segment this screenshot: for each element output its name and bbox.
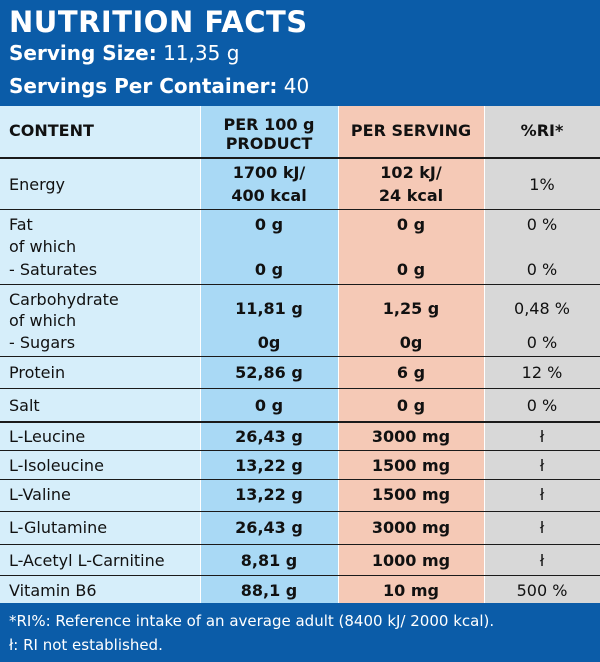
row-energy-serving-kcal: 24 kcal [378, 186, 444, 205]
footnote-not-established: ł: RI not established. [9, 636, 163, 654]
row-salt-ri: 0 % [526, 396, 558, 415]
row-b6-label: Vitamin B6 [9, 581, 97, 600]
row-b6-serving: 10 mg [383, 581, 439, 600]
divider [0, 284, 600, 285]
servings-per-container: Servings Per Container: 40 [9, 73, 309, 99]
row-glutamine-label: L-Glutamine [9, 518, 108, 537]
row-energy-ri: 1% [529, 175, 555, 194]
divider [200, 106, 201, 603]
nutrition-table: CONTENT PER 100 g PRODUCT PER SERVING %R… [0, 106, 600, 603]
per-serving-column-bg [338, 106, 484, 603]
row-leucine-ri: ł [539, 427, 545, 446]
column-header-per100-sub: PRODUCT [225, 134, 313, 153]
divider [0, 421, 600, 423]
row-energy-label: Energy [9, 175, 66, 194]
row-b6-per100: 88,1 g [240, 581, 298, 600]
row-energy-per100-kj: 1700 kJ/ [232, 163, 306, 182]
row-sugars-per100: 0g [257, 333, 281, 352]
row-glutamine-serving: 3000 mg [371, 518, 451, 537]
serving-size: Serving Size: 11,35 g [9, 40, 239, 66]
row-fat-per100: 0 g [254, 215, 284, 234]
row-valine-serving: 1500 mg [371, 485, 451, 504]
row-sugars-serving: 0g [399, 333, 423, 352]
row-protein-label: Protein [9, 363, 66, 382]
row-carnitine-per100: 8,81 g [240, 551, 298, 570]
row-isoleucine-label: L-Isoleucine [9, 456, 104, 475]
row-carnitine-ri: ł [539, 551, 545, 570]
divider [0, 209, 600, 210]
row-fat-serving: 0 g [396, 215, 426, 234]
row-carb-serving: 1,25 g [382, 299, 440, 318]
row-sugars-ri: 0 % [526, 333, 558, 352]
row-isoleucine-serving: 1500 mg [371, 456, 451, 475]
row-sugars-label: - Sugars [9, 333, 76, 352]
row-salt-label: Salt [9, 396, 40, 415]
row-isoleucine-per100: 13,22 g [235, 456, 303, 475]
row-protein-per100: 52,86 g [235, 363, 303, 382]
row-valine-label: L-Valine [9, 485, 71, 504]
servings-per-container-value: 40 [283, 74, 310, 98]
row-isoleucine-ri: ł [539, 456, 545, 475]
row-valine-ri: ł [539, 485, 545, 504]
row-carb-of-which: of which [9, 311, 77, 330]
row-glutamine-ri: ł [539, 518, 545, 537]
divider [484, 106, 485, 603]
row-leucine-per100: 26,43 g [235, 427, 303, 446]
divider [0, 388, 600, 389]
serving-size-label: Serving Size: [9, 41, 157, 65]
row-protein-serving: 6 g [396, 363, 426, 382]
row-energy-serving-kj: 102 kJ/ [380, 163, 442, 182]
divider [0, 479, 600, 480]
row-fat-ri: 0 % [526, 215, 558, 234]
row-carb-ri: 0,48 % [514, 299, 570, 318]
row-saturates-per100: 0 g [254, 260, 284, 279]
divider [0, 450, 600, 451]
column-header-per100: PER 100 g [223, 115, 315, 134]
row-carb-per100: 11,81 g [235, 299, 303, 318]
row-energy-per100-kcal: 400 kcal [231, 186, 307, 205]
row-b6-ri: 500 % [516, 581, 568, 600]
row-fat-label: Fat [9, 215, 33, 234]
row-salt-serving: 0 g [396, 396, 426, 415]
row-valine-per100: 13,22 g [235, 485, 303, 504]
row-saturates-label: - Saturates [9, 260, 98, 279]
servings-per-container-label: Servings Per Container: [9, 74, 278, 98]
divider [0, 356, 600, 357]
row-leucine-label: L-Leucine [9, 427, 86, 446]
row-protein-ri: 12 % [521, 363, 563, 382]
row-glutamine-per100: 26,43 g [235, 518, 303, 537]
row-fat-of-which: of which [9, 237, 77, 256]
row-leucine-serving: 3000 mg [371, 427, 451, 446]
footnote-ri: *RI%: Reference intake of an average adu… [9, 612, 495, 630]
row-salt-per100: 0 g [254, 396, 284, 415]
row-carnitine-label: L-Acetyl L-Carnitine [9, 551, 165, 570]
column-header-per-serving: PER SERVING [350, 121, 472, 140]
row-carb-label: Carbohydrate [9, 290, 119, 309]
column-header-content: CONTENT [9, 121, 94, 140]
divider [338, 106, 339, 603]
row-saturates-serving: 0 g [396, 260, 426, 279]
header: NUTRITION FACTS Serving Size: 11,35 g Se… [0, 0, 600, 106]
column-header-ri: %RI* [520, 121, 564, 140]
footnotes: *RI%: Reference intake of an average adu… [0, 603, 600, 662]
divider [0, 575, 600, 576]
row-saturates-ri: 0 % [526, 260, 558, 279]
page-title: NUTRITION FACTS [9, 5, 308, 39]
per100-column-bg [200, 106, 338, 603]
divider [0, 157, 600, 159]
row-carnitine-serving: 1000 mg [371, 551, 451, 570]
divider [0, 544, 600, 545]
divider [0, 511, 600, 512]
serving-size-value: 11,35 g [163, 41, 240, 65]
ri-column-bg [484, 106, 600, 603]
